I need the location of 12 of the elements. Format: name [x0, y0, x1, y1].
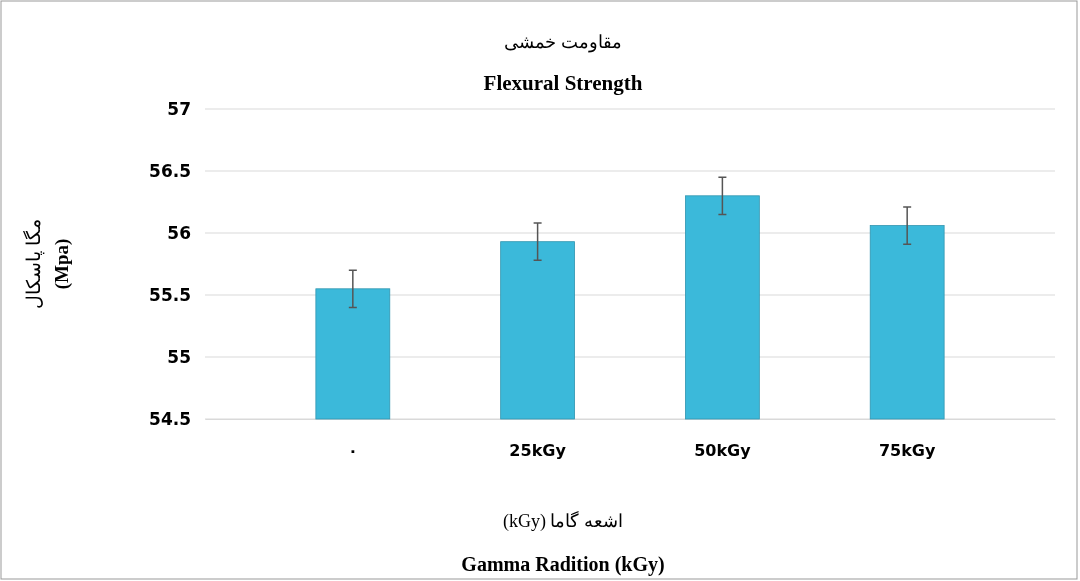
y-tick-label: 56 — [167, 222, 191, 243]
y-tick-label: 56.5 — [149, 160, 191, 181]
y-tick-label: 55 — [167, 346, 191, 367]
y-tick-label: 55.5 — [149, 284, 191, 305]
chart-subtitle: Flexural Strength — [483, 71, 643, 95]
y-tick-label: 57 — [167, 98, 191, 119]
x-tick-label: ٠ — [347, 441, 358, 461]
x-tick-label: 50kGy — [694, 441, 752, 461]
chart-title: مقاومت خمشی — [504, 32, 622, 53]
x-tick-label: 75kGy — [878, 441, 936, 461]
y-tick-label: 54.5 — [149, 408, 191, 429]
x-tick-label: 25kGy — [509, 441, 567, 461]
